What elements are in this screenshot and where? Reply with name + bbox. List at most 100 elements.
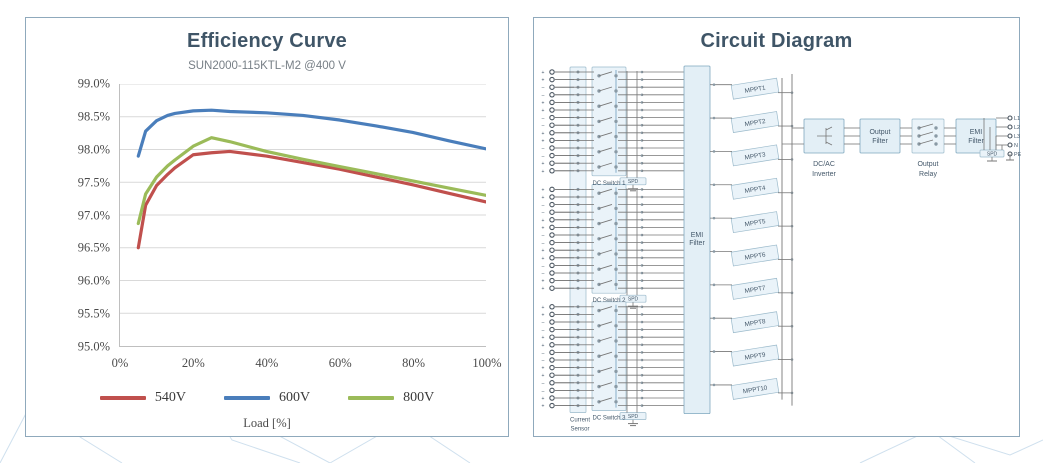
spd-label: SPD — [628, 414, 639, 420]
inverter-label-line2: Inverter — [812, 171, 836, 178]
terminal-polarity: + — [542, 195, 545, 201]
terminal-polarity: + — [542, 138, 545, 144]
terminal-polarity: – — [542, 93, 545, 99]
y-axis-tick: 97.0% — [77, 208, 110, 222]
terminal-polarity: – — [542, 263, 545, 269]
terminal-polarity: + — [542, 225, 545, 231]
terminal-polarity: + — [542, 108, 545, 114]
x-axis-tick: 60% — [328, 356, 352, 370]
series-line-540V — [138, 151, 486, 247]
series-line-800V — [138, 138, 486, 224]
mppt-block — [730, 111, 780, 133]
terminal-polarity: – — [542, 123, 545, 129]
mppt-label: MPPT3 — [744, 151, 766, 161]
legend-label: 540V — [154, 390, 186, 405]
plot-canvas: 0% 20% 40% 60% 80% 100% — [112, 84, 502, 370]
terminal-polarity: – — [542, 328, 545, 334]
inverter-label-line1: DC/AC — [813, 161, 835, 168]
legend-label: 600V — [278, 390, 311, 405]
mppt-block — [730, 244, 780, 267]
terminal-polarity: – — [542, 210, 545, 216]
mppt-label: MPPT4 — [744, 185, 766, 195]
terminal-polarity: – — [542, 154, 545, 160]
terminal-polarity: + — [542, 131, 545, 137]
x-axis-label: Load [%] — [243, 416, 291, 430]
terminal-polarity: – — [542, 233, 545, 239]
emi-filter-label-line1: EMI — [691, 232, 704, 239]
ac-terminal-label: PE — [1014, 152, 1021, 158]
terminal-polarity: + — [542, 187, 545, 193]
terminal-polarity: – — [542, 358, 545, 364]
y-axis-tick: 98.5% — [77, 109, 110, 124]
terminal-polarity: + — [542, 218, 545, 224]
mppt-block — [730, 211, 780, 234]
x-axis-tick: 0% — [111, 356, 129, 370]
terminal-polarity: – — [542, 350, 545, 356]
mppt-block — [730, 77, 780, 100]
legend-item[interactable]: 600V — [223, 390, 311, 406]
mppt-block — [730, 344, 780, 367]
legend-label: 800V — [403, 390, 435, 405]
y-axis-tick: 98.0% — [77, 142, 110, 157]
current-sensor-label-line2: Sensor — [570, 427, 589, 433]
y-axis-ticks: 95.0% 95.5% 96.0% 96.5% 97.0% 97.5% 98.0% 98.5%… — [52, 77, 110, 384]
legend-swatch — [99, 396, 146, 400]
mppt-label: MPPT8 — [744, 318, 766, 328]
terminal-polarity: + — [542, 335, 545, 341]
spd-label: SPD — [628, 179, 639, 185]
x-axis-tick: 20% — [181, 356, 205, 370]
chart-legend: 540V 600V 800V — [26, 390, 508, 406]
current-sensor-label-line1: Current — [570, 418, 590, 424]
terminal-polarity: + — [542, 78, 545, 84]
mppt-block — [730, 378, 780, 400]
x-axis-tick: 40% — [255, 356, 279, 370]
y-axis-tick: 99.0% — [77, 76, 110, 91]
terminal-polarity: + — [542, 248, 545, 254]
terminal-polarity: + — [542, 305, 545, 311]
y-axis-tick: 96.5% — [77, 240, 110, 255]
terminal-polarity: + — [542, 343, 545, 349]
terminal-polarity: + — [542, 373, 545, 379]
ac-spd-label: SPD — [987, 151, 998, 157]
terminal-polarity: + — [542, 396, 545, 402]
terminal-polarity: – — [542, 116, 545, 122]
terminal-polarity: – — [542, 146, 545, 152]
terminal-polarity: – — [542, 85, 545, 91]
y-axis-tick: 96.0% — [77, 273, 110, 288]
dc-switch-label: DC Switch 3 — [592, 416, 626, 422]
chart-plot-region: 95.0% 95.5% 96.0% 96.5% 97.0% 97.5% 98.0% 98.5%… — [26, 77, 508, 384]
circuit-title: Circuit Diagram — [700, 30, 853, 52]
terminal-polarity: + — [542, 100, 545, 106]
ac-terminal-label: L3 — [1014, 134, 1020, 140]
ac-terminal-label: L1 — [1014, 116, 1020, 122]
y-axis-tick: 95.0% — [77, 339, 110, 354]
terminal-polarity: + — [542, 70, 545, 76]
terminal-polarity: + — [542, 366, 545, 372]
chart-subtitle: SUN2000-115KTL-M2 @400 V — [188, 60, 346, 72]
mppt-label: MPPT10 — [743, 385, 769, 396]
series-line-600V — [138, 110, 486, 156]
x-axis-tick: 80% — [402, 356, 426, 370]
legend-item[interactable]: 800V — [348, 390, 434, 406]
legend-item[interactable]: 540V — [99, 390, 186, 406]
mppt-label: MPPT2 — [744, 118, 766, 128]
mppt-label: MPPT1 — [744, 85, 766, 95]
mppt-label: MPPT9 — [744, 351, 766, 361]
dc-switch-label: DC Switch 1 — [592, 181, 626, 187]
ac-terminal-label: L2 — [1014, 125, 1020, 131]
terminal-polarity: – — [542, 381, 545, 387]
legend-swatch — [348, 396, 395, 400]
mppt-label: MPPT5 — [744, 218, 766, 228]
ac-terminal-label: N — [1014, 143, 1018, 149]
terminal-polarity: – — [542, 241, 545, 247]
output-relay-label-line1: Output — [917, 161, 938, 168]
terminal-polarity: + — [542, 404, 545, 410]
terminal-polarity: + — [542, 286, 545, 292]
y-axis-tick: 95.5% — [77, 306, 110, 321]
terminal-polarity: + — [542, 256, 545, 262]
mppt-label: MPPT6 — [744, 251, 766, 261]
circuit-schematic: SPDSPDSPD++––++––++––++++––++––++––++++–… — [542, 65, 1021, 433]
terminal-polarity: + — [542, 161, 545, 167]
terminal-polarity: + — [542, 279, 545, 285]
mppt-block — [730, 277, 780, 300]
